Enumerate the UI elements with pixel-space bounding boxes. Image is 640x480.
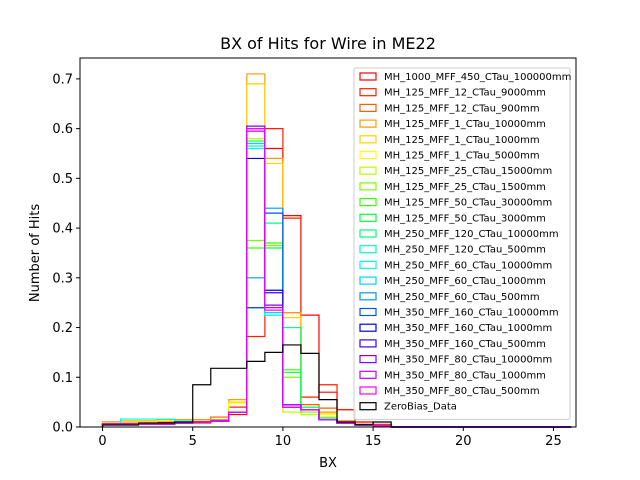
legend-box [353,67,571,420]
legend-swatch [359,135,377,144]
legend-entry-label: MH_250_MFF_60_CTau_1000mm [384,276,546,287]
x-axis-label: BX [319,456,337,471]
legend-entry-label: MH_125_MFF_50_CTau_30000mm [384,198,552,209]
legend-entry-label: MH_125_MFF_1_CTau_5000mm [384,151,540,162]
legend-swatch [359,229,377,238]
axes-frame [79,57,577,428]
legend-swatch [359,276,377,285]
legend-swatch [359,166,377,175]
y-tick-label: 0.0 [52,421,73,436]
legend-swatch [359,292,377,301]
x-tick-label: 25 [545,434,562,449]
legend-entry-label: MH_250_MFF_60_CTau_500mm [384,292,540,303]
y-tick-label: 0.6 [52,122,73,137]
x-tick-label: 15 [365,434,382,449]
axes: 0 5 10 15 20 25 0.0 0.1 0.2 0.3 0.4 0.5 0.6 0.7 [52,57,577,449]
x-tick-label: 0 [98,434,106,449]
legend-swatch [359,260,377,269]
y-axis-label: Number of Hits [28,204,43,303]
legend-swatch [359,150,377,160]
legend-entry-label: MH_350_MFF_80_CTau_500mm [384,386,540,397]
legend-entry-label: MH_350_MFF_160_CTau_500mm [384,339,546,350]
legend-swatch [359,307,377,317]
legend-entry-label: MH_350_MFF_80_CTau_10000mm [384,355,552,366]
y-tick-label: 0.4 [52,222,73,237]
x-tick-label: 10 [275,434,292,449]
legend-entry-label: MH_125_MFF_1_CTau_1000mm [384,135,540,146]
legend-entry-label: MH_250_MFF_60_CTau_10000mm [384,260,552,271]
legend: MH_1000_MFF_450_CTau_100000mm MH_125_MFF_… [353,67,571,420]
legend-swatch [359,119,377,128]
legend-entry-label: MH_125_MFF_25_CTau_1500mm [384,182,546,193]
legend-swatch [359,370,377,379]
legend-entry-label: MH_125_MFF_25_CTau_15000mm [384,166,552,177]
legend-entry-label: MH_125_MFF_12_CTau_900mm [384,103,540,114]
legend-swatch [359,402,377,411]
y-tick-label: 0.5 [52,172,73,187]
legend-swatch [359,72,377,81]
y-tick-label: 0.3 [52,271,73,286]
legend-swatch [359,386,377,395]
y-tick-label: 0.2 [52,321,73,336]
legend-entry-label: MH_350_MFF_160_CTau_10000mm [384,308,559,319]
legend-entry-label: MH_350_MFF_80_CTau_1000mm [384,370,546,381]
legend-swatch [359,355,377,364]
legend-entry-label: MH_350_MFF_160_CTau_1000mm [384,323,552,334]
legend-swatch [359,88,377,97]
y-tick-label: 0.7 [52,72,73,87]
legend-swatch [359,245,377,254]
x-tick-label: 20 [455,434,472,449]
legend-swatch [359,339,377,348]
chart-title: BX of Hits for Wire in ME22 [220,34,436,53]
legend-entry-label: MH_125_MFF_1_CTau_10000mm [384,119,546,130]
legend-entry-label: MH_1000_MFF_450_CTau_100000mm [384,72,571,83]
x-tick-label: 5 [189,434,197,449]
legend-swatch [359,213,377,222]
legend-entry-label: ZeroBias_Data [384,402,457,413]
legend-entry-label: MH_125_MFF_50_CTau_3000mm [384,213,546,224]
legend-entry-label: MH_250_MFF_120_CTau_10000mm [384,229,559,240]
legend-swatch [359,182,377,191]
legend-swatch [359,323,377,332]
legend-swatch [359,103,377,113]
legend-entry-label: MH_125_MFF_12_CTau_9000mm [384,88,546,99]
y-tick-label: 0.1 [52,371,73,386]
legend-swatch [359,198,377,207]
legend-entry-label: MH_250_MFF_120_CTau_500mm [384,245,546,256]
